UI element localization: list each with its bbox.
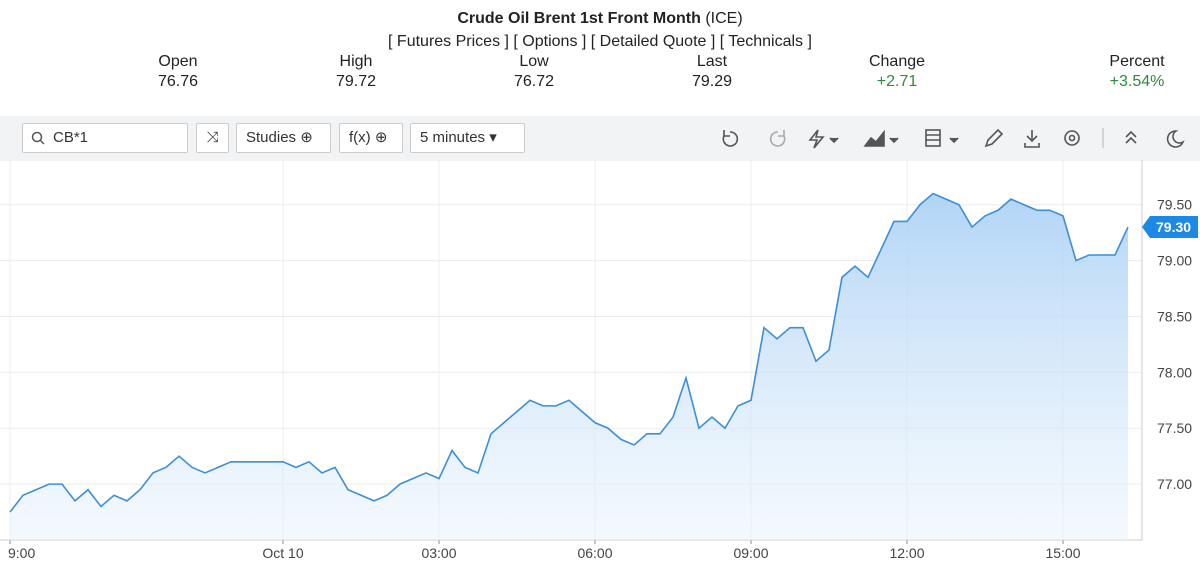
x-tick-label: Oct 10: [262, 545, 303, 561]
caret: [889, 137, 899, 144]
header: Crude Oil Brent 1st Front Month (ICE): [0, 10, 1200, 28]
symbol-search[interactable]: CB*1: [22, 123, 188, 153]
function: f(x): [349, 129, 371, 146]
y-tick-label: 78.00: [1157, 364, 1192, 380]
quote-value: 79.29: [691, 73, 733, 90]
quote-label: High: [339, 53, 373, 70]
layout-icon[interactable]: [925, 129, 941, 147]
download-icon[interactable]: [1024, 130, 1040, 148]
links: [ Futures Prices ] [ Options ] [ Detaile…: [0, 33, 1200, 51]
pencil-icon[interactable]: [984, 128, 1004, 148]
x-tick-label: 06:00: [577, 545, 612, 561]
y-tick-label: 77.00: [1157, 476, 1192, 492]
interval: 5 minutes: [420, 129, 486, 146]
quote-value: 79.72: [335, 73, 377, 90]
x-tick-label: 12:00: [889, 545, 924, 561]
quote-label: Open: [158, 53, 198, 70]
title: Crude Oil Brent 1st Front Month: [457, 10, 701, 27]
search-icon: [31, 131, 45, 145]
studies-button[interactable]: Studies ⊕: [236, 123, 331, 153]
exchange: (ICE): [705, 10, 743, 27]
quote-value: 76.72: [513, 73, 555, 90]
quote-value: 76.76: [157, 73, 199, 90]
draw-icon[interactable]: [808, 129, 825, 149]
compare-button[interactable]: ⤨: [196, 123, 229, 153]
x-tick-label: 15:00: [1045, 545, 1080, 561]
collapse-icon[interactable]: [1125, 130, 1137, 144]
y-tick-label: 79.00: [1157, 253, 1192, 269]
layout-lines: [926, 134, 940, 141]
last-price-tag: [1142, 216, 1198, 239]
quote-value: +2.71: [876, 73, 918, 90]
quote-label: Last: [696, 53, 728, 70]
toolbar-icons: [722, 128, 1185, 149]
area: [10, 193, 1128, 540]
x-tick-label: 09:00: [733, 545, 768, 561]
y-tick-label: 77.50: [1157, 420, 1192, 436]
studies: Studies: [246, 129, 297, 146]
link[interactable]: [ Detailed Quote ]: [590, 33, 716, 50]
function-button[interactable]: f(x) ⊕: [339, 123, 403, 153]
y-tick-label: 78.50: [1157, 308, 1192, 324]
settings-icon[interactable]: [1064, 130, 1080, 146]
link[interactable]: [ Options ]: [513, 33, 587, 50]
theme-icon[interactable]: [1166, 130, 1185, 148]
caret: [949, 137, 959, 144]
price-line: [9, 192, 1129, 513]
redo-icon[interactable]: [769, 130, 786, 147]
y-tick-label: 79.50: [1157, 197, 1192, 213]
interval-button[interactable]: 5 minutes ▾: [410, 123, 525, 153]
quote-label: Low: [519, 53, 549, 70]
undo-icon[interactable]: [722, 130, 739, 147]
quote-label: Change: [868, 53, 926, 70]
settings-dot: [1068, 134, 1076, 142]
link[interactable]: [ Technicals ]: [719, 33, 812, 50]
quote-label: Percent: [1109, 53, 1165, 70]
quote-value: +3.54%: [1109, 73, 1165, 90]
last-price-label: 79.30: [1156, 219, 1191, 235]
toolbar: CB*1 ⤨ Studies ⊕ f(x) ⊕ 5 minutes ▾: [0, 116, 1200, 161]
symbol: CB*1: [53, 129, 89, 146]
chart-type-icon[interactable]: [863, 129, 885, 147]
x-tick-label: 9:00: [8, 545, 35, 561]
link[interactable]: [ Futures Prices ]: [388, 33, 509, 50]
x-tick-label: 03:00: [421, 545, 456, 561]
caret: [829, 137, 839, 144]
